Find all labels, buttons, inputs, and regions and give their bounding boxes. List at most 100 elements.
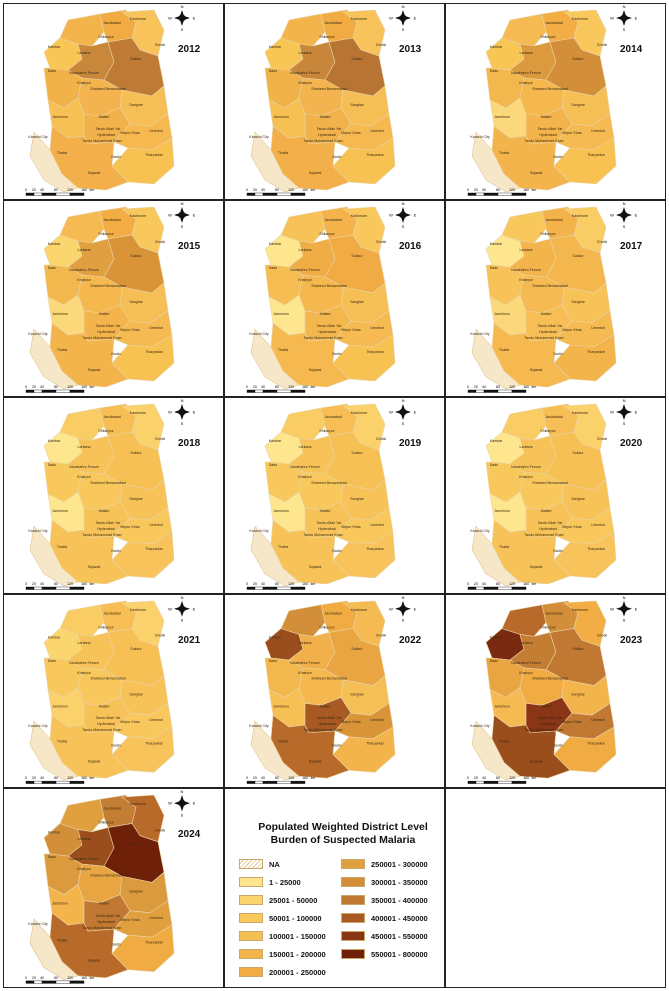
- district-label: Kashmore: [351, 608, 367, 612]
- compass-icon: N S E W: [610, 201, 638, 229]
- district-label: Ghotki: [597, 633, 608, 637]
- scale-bar: 0 20 40 80 120 160 km: [25, 776, 94, 784]
- district-label: Matiari: [99, 312, 110, 316]
- compass-letter: S: [402, 224, 405, 229]
- compass-letter: E: [193, 16, 196, 21]
- district-label: Khairpur: [298, 671, 312, 675]
- district-region: [491, 714, 571, 779]
- district-label: Sujawal: [88, 759, 101, 763]
- district-label: Sanghar: [129, 497, 143, 501]
- compass-icon: N S E W: [389, 398, 417, 426]
- district-label: Thatta: [499, 348, 509, 352]
- compass-letter: S: [402, 421, 405, 426]
- district-label: Sukkur: [351, 254, 363, 258]
- district-label: Shikarpur: [319, 232, 335, 236]
- compass-letter: W: [168, 606, 172, 611]
- year-label: 2023: [620, 635, 643, 646]
- district-label: Sanghar: [350, 300, 364, 304]
- compass-icon: N S E W: [168, 4, 196, 32]
- scale-label: 120: [509, 776, 515, 780]
- district-label: Khairpur: [298, 475, 312, 479]
- district-label: Umerkot: [370, 326, 384, 330]
- district-label: Mirpur Khas: [120, 328, 140, 332]
- district-label: Sujawal: [88, 368, 101, 372]
- district-label: Larkana: [78, 248, 91, 252]
- district-label: Khairpur: [519, 671, 533, 675]
- district-label: Tharparkar: [145, 547, 163, 551]
- district-label: Tando Muhammad Khan: [524, 533, 563, 537]
- district-label: Umerkot: [149, 326, 163, 330]
- district-label: Kambar: [269, 242, 282, 246]
- legend-label: 550001 - 800000: [371, 950, 428, 959]
- district-label: Sanghar: [129, 890, 143, 894]
- district-label: Kashmore: [130, 17, 146, 21]
- district-label: Sukkur: [130, 451, 142, 455]
- district-label: Badin: [111, 352, 120, 356]
- scale-label: km: [532, 188, 537, 192]
- district-label: Mirpur Khas: [120, 131, 140, 135]
- district-label: Shaheed Benazirabad: [532, 284, 568, 288]
- district-label: Umerkot: [591, 718, 605, 722]
- district-label: Naushahro Feroze: [69, 268, 99, 272]
- district-region: [270, 322, 350, 388]
- scale-bar: 0 20 40 80 120 160 km: [246, 385, 315, 393]
- scale-label: 120: [288, 776, 294, 780]
- scale-label: 0: [246, 582, 248, 586]
- district-label: Naushahro Feroze: [511, 465, 541, 469]
- compass-letter: E: [635, 213, 638, 218]
- district-label: Jamshoro: [52, 704, 68, 708]
- legend-label: 1 - 25000: [269, 878, 301, 887]
- district-label: Dadu: [490, 659, 499, 663]
- compass-icon: N S E W: [168, 201, 196, 229]
- district-label: Khairpur: [298, 278, 312, 282]
- district-label: Matiari: [320, 704, 331, 708]
- district-region: [491, 322, 571, 388]
- district-label: Tando Allah Yar: [96, 914, 122, 918]
- legend-swatch: [341, 859, 365, 869]
- district-label: Khairpur: [519, 278, 533, 282]
- district-label: Tando Muhammad Khan: [82, 139, 121, 143]
- district-label: Larkana: [78, 445, 91, 449]
- district-label: Sujawal: [88, 959, 101, 963]
- district-label: Tharparkar: [145, 153, 163, 157]
- scale-label: 120: [67, 188, 73, 192]
- district-label: Hyderabad: [318, 527, 336, 531]
- sindh-district-map: Jacobabad Kashmore Kambar Shikarpur Larkana G…: [467, 398, 638, 590]
- district-region: [270, 519, 350, 585]
- district-label: Tharparkar: [145, 940, 163, 944]
- map-panel-2019: Jacobabad Kashmore Kambar Shikarpur Larkana G…: [224, 397, 445, 594]
- scale-label: 20: [32, 976, 36, 980]
- district-label: Tando Allah Yar: [538, 127, 564, 131]
- district-label: Dadu: [48, 266, 57, 270]
- district-label: Ghotki: [155, 633, 166, 637]
- sindh-district-map: Jacobabad Kashmore Kambar Shikarpur Larkana G…: [246, 201, 417, 393]
- district-label: Karachi City: [28, 529, 48, 533]
- district-label: Badin: [111, 744, 120, 748]
- district-label: Naushahro Feroze: [511, 268, 541, 272]
- legend-swatch: [239, 877, 263, 887]
- compass-letter: S: [623, 618, 626, 623]
- district-label: Thatta: [278, 740, 288, 744]
- district-label: Jamshoro: [52, 312, 68, 316]
- year-label: 2012: [178, 44, 201, 55]
- district-label: Sanghar: [350, 103, 364, 107]
- map-panel-2020: Jacobabad Kashmore Kambar Shikarpur Larkana G…: [445, 397, 666, 594]
- district-label: Dadu: [48, 463, 57, 467]
- district-label: Khairpur: [77, 81, 91, 85]
- district-label: Karachi City: [470, 332, 490, 336]
- district-label: Dadu: [48, 855, 57, 859]
- compass-letter: N: [181, 4, 184, 9]
- scale-label: 40: [482, 188, 486, 192]
- scale-label: 160: [302, 188, 308, 192]
- district-label: Hyderabad: [97, 527, 115, 531]
- scale-bar: 0 20 40 80 120 160 km: [246, 582, 315, 590]
- scale-label: 0: [246, 385, 248, 389]
- district-label: Mirpur Khas: [562, 328, 582, 332]
- district-label: Kambar: [490, 242, 503, 246]
- district-label: Kashmore: [130, 802, 146, 806]
- district-label: Karachi City: [470, 529, 490, 533]
- district-label: Khairpur: [77, 671, 91, 675]
- district-label: Tando Allah Yar: [317, 521, 343, 525]
- district-label: Larkana: [520, 445, 533, 449]
- scale-bar: 0 20 40 80 120 160 km: [467, 385, 536, 393]
